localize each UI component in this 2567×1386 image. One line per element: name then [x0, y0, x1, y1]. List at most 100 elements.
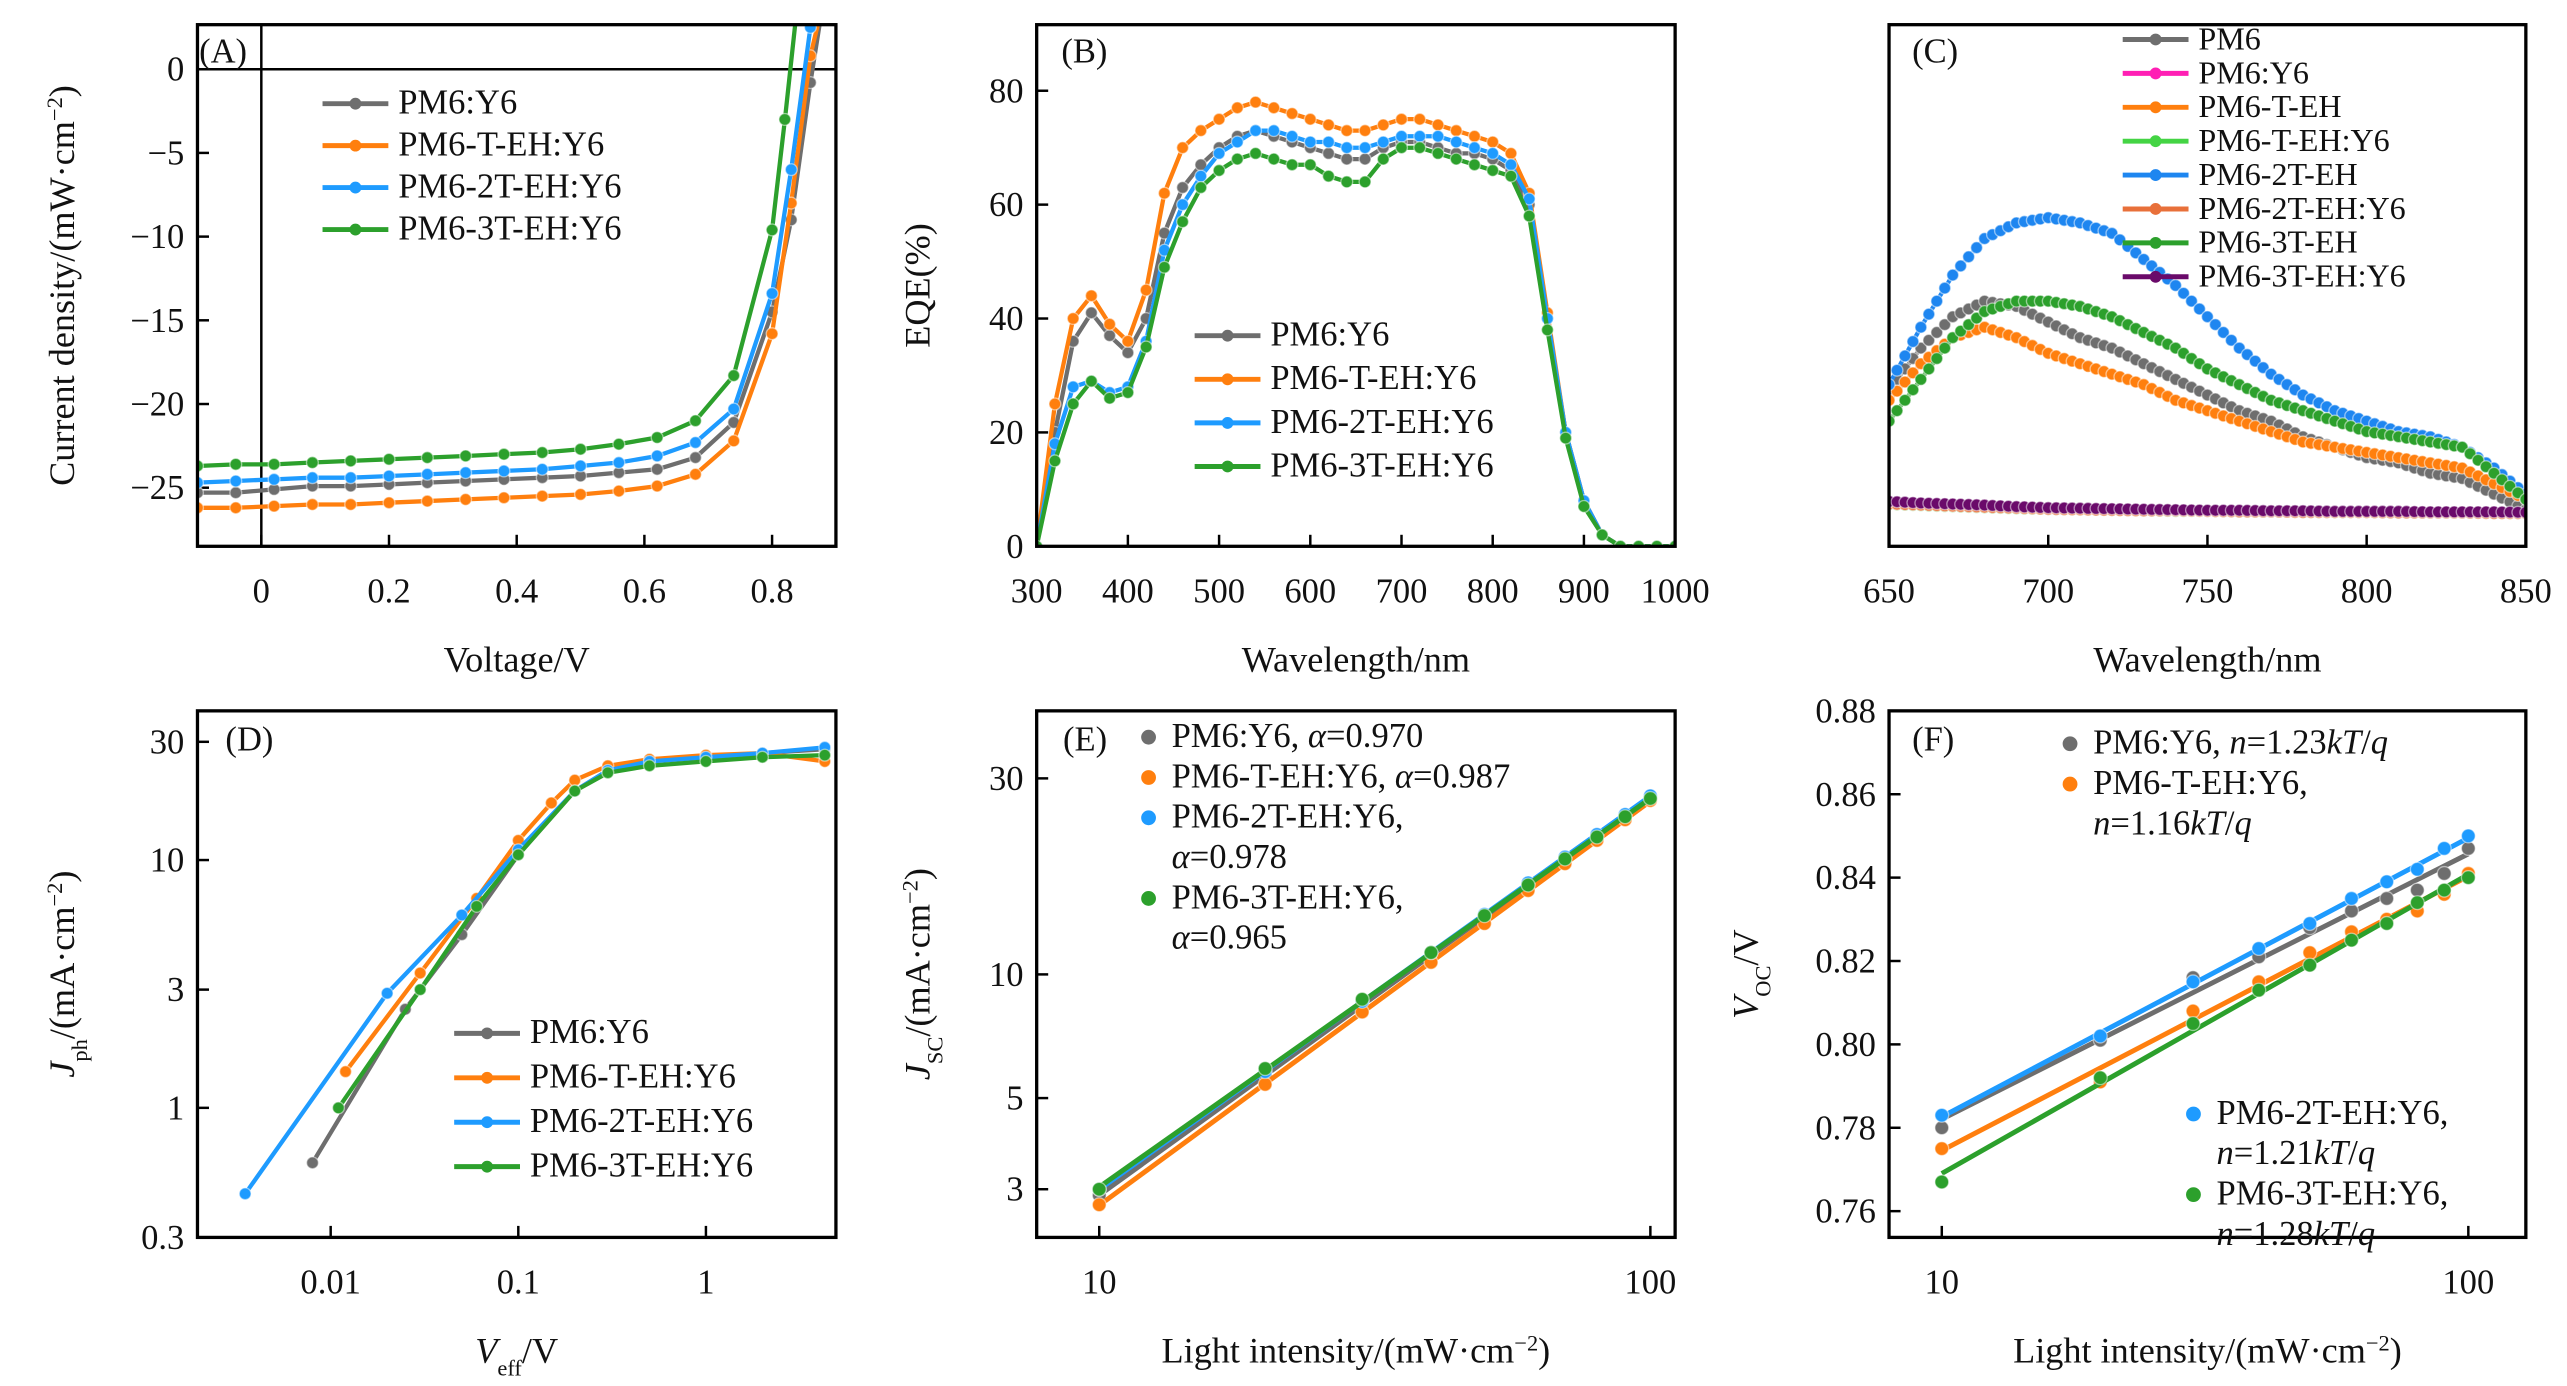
legend-swatch-marker — [2149, 169, 2162, 182]
series-line — [310, 747, 825, 1164]
legend-label: PM6-2T-EH:Y6 — [2198, 190, 2405, 226]
data-point — [1914, 372, 1928, 386]
data-point — [1230, 135, 1244, 149]
data-point — [1066, 311, 1080, 326]
legend-label: PM6-3T-EH:Y6 — [398, 209, 621, 247]
data-point — [229, 474, 243, 488]
legend-label: PM6-T-EH:Y6 — [530, 1058, 736, 1096]
data-point — [535, 489, 549, 503]
data-point — [2379, 915, 2395, 932]
x-axis-label: Voltage/V — [444, 639, 590, 679]
data-point — [650, 430, 664, 445]
x-tick-label: 1000 — [1641, 572, 1710, 610]
data-point — [2224, 333, 2238, 347]
data-point — [2302, 945, 2318, 961]
x-tick-label: 0.2 — [367, 572, 410, 610]
data-point — [1340, 124, 1354, 138]
data-point — [1157, 260, 1171, 274]
data-point — [1358, 141, 1372, 155]
data-point — [1084, 374, 1098, 388]
legend-label: PM6-2T-EH:Y6, — [2216, 1094, 2448, 1132]
legend-item: PM6-T-EH — [2122, 88, 2342, 124]
data-point — [1340, 175, 1354, 189]
legend-label: PM6-3T-EH — [2198, 224, 2357, 260]
legend-item: PM6-2T-EH:Y6 — [1194, 403, 1494, 441]
data-point — [1898, 375, 1912, 389]
data-point — [1559, 431, 1573, 445]
data-point — [612, 484, 626, 498]
legend-item: PM6-2T-EH:Y6 — [454, 1102, 753, 1140]
legend-swatch-marker — [2062, 736, 2078, 752]
data-point — [1084, 289, 1098, 303]
plot-area — [1934, 828, 2476, 1190]
data-point — [1230, 101, 1244, 115]
legend-label: PM6-T-EH:Y6, α=0.987 — [1172, 757, 1511, 795]
data-point — [2208, 318, 2222, 332]
data-point — [1930, 325, 1944, 340]
data-point — [1285, 106, 1299, 121]
data-point — [2185, 1003, 2201, 1019]
legend-item: PM6-T-EH:Y6 — [2122, 122, 2390, 158]
data-point — [1922, 307, 1936, 321]
data-point — [2216, 325, 2230, 340]
data-point — [1303, 135, 1317, 149]
legend-label: n=1.16kT/q — [2093, 804, 2252, 842]
data-point — [817, 0, 829, 8]
data-point — [497, 491, 511, 505]
data-point — [1476, 908, 1493, 924]
data-point — [380, 986, 394, 1000]
legend-item: PM6 — [2122, 20, 2261, 56]
legend-swatch-marker — [2149, 203, 2162, 215]
panel-b: 300 400 500 600 700 800 900 1000 0 20 40 60 80 Wavele… — [898, 23, 1710, 679]
data-point — [1394, 141, 1409, 155]
x-tick-label: 300 — [1011, 572, 1063, 610]
data-point — [792, 0, 804, 8]
legend-label: PM6:Y6 — [2198, 54, 2309, 90]
data-point — [1922, 333, 1936, 347]
data-point — [1954, 259, 1968, 273]
data-point — [727, 402, 741, 416]
y-tick-label: 30 — [989, 760, 1024, 798]
legend-item: PM6:Y6 — [2122, 54, 2309, 90]
legend-item: PM6-3T-EH:Y6 — [1194, 446, 1494, 484]
data-point — [455, 908, 469, 922]
data-point — [650, 479, 664, 493]
legend-swatch-marker — [1141, 810, 1156, 826]
y-axis-label: VOC/V — [1725, 929, 1775, 1018]
data-point — [2409, 895, 2425, 911]
legend-label: α=0.965 — [1172, 919, 1287, 957]
data-point — [229, 501, 243, 515]
x-tick-label: 750 — [2182, 572, 2234, 610]
data-point — [1486, 135, 1500, 149]
data-point — [1358, 175, 1372, 189]
data-point — [1486, 146, 1500, 160]
y-tick-label: 40 — [989, 300, 1024, 338]
plot-area — [1091, 788, 1658, 1213]
data-point — [1248, 124, 1263, 138]
legend-item: PM6-2T-EH:Y6 — [2122, 190, 2406, 226]
legend: PM6:Y6, n=1.23kT/qPM6-T-EH:Y6,n=1.16kT/q… — [2062, 724, 2448, 1253]
data-point — [1486, 163, 1500, 178]
legend-label: PM6-3T-EH:Y6, — [2216, 1175, 2448, 1213]
data-point — [1938, 281, 1952, 295]
data-point — [1595, 528, 1609, 542]
y-tick-label: −25 — [130, 469, 184, 507]
data-point — [784, 163, 798, 177]
plot-area — [1889, 211, 2526, 521]
data-point — [1922, 362, 1936, 376]
data-point — [2184, 294, 2199, 308]
data-point — [1321, 118, 1336, 132]
data-point — [1303, 112, 1317, 126]
data-point — [642, 759, 657, 773]
data-point — [344, 471, 358, 485]
series-pm6-3t-eh-y6 — [1934, 870, 2476, 1190]
panel-letter: (A) — [199, 33, 247, 71]
data-point — [755, 750, 769, 764]
y-tick-label: −20 — [130, 386, 184, 424]
x-tick-label: 10 — [1925, 1263, 1960, 1301]
data-point — [2302, 957, 2318, 973]
data-point — [1376, 118, 1390, 132]
data-point — [1423, 945, 1439, 961]
data-point — [1321, 169, 1336, 183]
